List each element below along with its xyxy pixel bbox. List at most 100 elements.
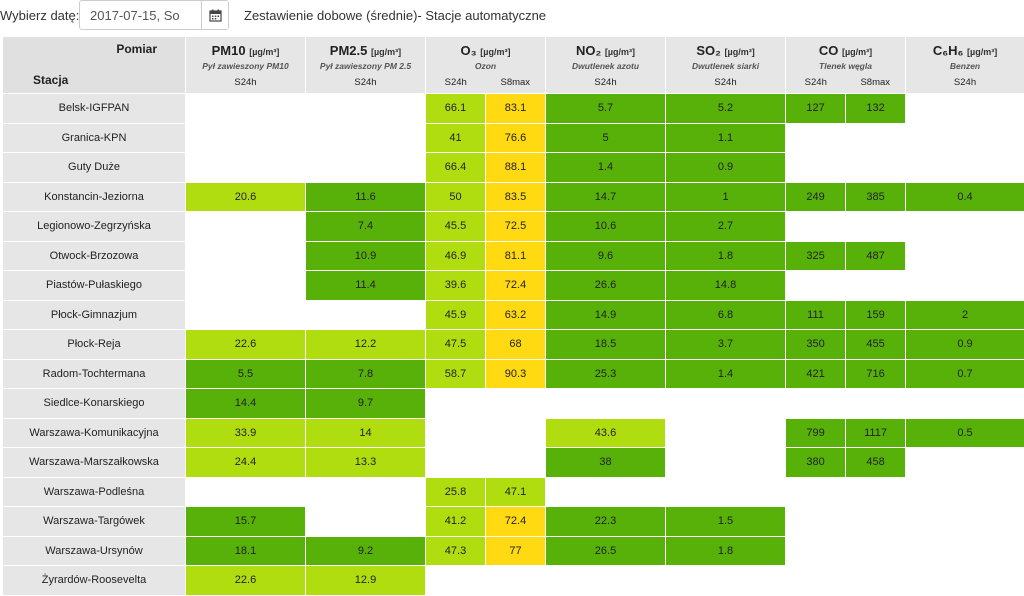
pollutant-desc: Ozon	[426, 61, 545, 71]
value-cell	[666, 448, 786, 478]
top-bar: Wybierz datę: Zestawienie dobowe (średni…	[0, 0, 1024, 32]
calendar-icon	[209, 9, 222, 22]
pollutant-unit: [µg/m³]	[967, 47, 997, 57]
pollutant-unit: [µg/m³]	[605, 47, 635, 57]
stat-label: S24h	[186, 77, 305, 88]
station-name: Otwock-Brzozowa	[3, 241, 186, 271]
date-label: Wybierz datę:	[0, 8, 79, 23]
stat-label: S8max	[846, 77, 906, 88]
value-cell: 72.4	[486, 271, 546, 301]
value-cell: 22.3	[546, 507, 666, 537]
value-cell: 50	[426, 182, 486, 212]
value-cell	[306, 153, 426, 183]
value-cell	[426, 389, 486, 419]
value-cell	[186, 123, 306, 153]
value-cell	[186, 477, 306, 507]
value-cell	[846, 123, 906, 153]
station-name: Guty Duże	[3, 153, 186, 183]
value-cell	[786, 271, 846, 301]
value-cell: 68	[486, 330, 546, 360]
date-input[interactable]	[80, 1, 201, 29]
value-cell: 14.7	[546, 182, 666, 212]
value-cell: 22.6	[186, 566, 306, 596]
station-name: Piastów-Pułaskiego	[3, 271, 186, 301]
value-cell	[666, 418, 786, 448]
value-cell: 43.6	[546, 418, 666, 448]
value-cell: 421	[786, 359, 846, 389]
value-cell	[906, 389, 1024, 419]
value-cell: 0.7	[906, 359, 1024, 389]
value-cell: 350	[786, 330, 846, 360]
value-cell: 132	[846, 94, 906, 124]
value-cell	[306, 300, 426, 330]
value-cell: 47.3	[426, 536, 486, 566]
value-cell: 5.5	[186, 359, 306, 389]
value-cell: 716	[846, 359, 906, 389]
value-cell: 7.4	[306, 212, 426, 242]
station-header: Stacja	[33, 73, 68, 87]
value-cell: 0.5	[906, 418, 1024, 448]
value-cell: 45.9	[426, 300, 486, 330]
pollutant-unit: [µg/m³]	[842, 47, 872, 57]
value-cell	[186, 300, 306, 330]
value-cell	[486, 566, 546, 596]
value-cell: 5.2	[666, 94, 786, 124]
value-cell: 63.2	[486, 300, 546, 330]
value-cell: 18.5	[546, 330, 666, 360]
calendar-button[interactable]	[201, 1, 228, 29]
station-name: Płock-Gimnazjum	[3, 300, 186, 330]
value-cell	[906, 448, 1024, 478]
stat-label: S24h	[906, 77, 1024, 88]
value-cell: 487	[846, 241, 906, 271]
pollutant-unit: [µg/m³]	[480, 47, 510, 57]
value-cell: 66.4	[426, 153, 486, 183]
value-cell	[426, 448, 486, 478]
date-picker[interactable]	[79, 0, 229, 30]
value-cell: 14	[306, 418, 426, 448]
value-cell: 1.5	[666, 507, 786, 537]
value-cell	[906, 507, 1024, 537]
value-cell: 14.8	[666, 271, 786, 301]
value-cell: 1.4	[666, 359, 786, 389]
value-cell	[906, 153, 1024, 183]
value-cell	[306, 94, 426, 124]
value-cell	[906, 123, 1024, 153]
value-cell: 799	[786, 418, 846, 448]
value-cell: 66.1	[426, 94, 486, 124]
value-cell: 11.6	[306, 182, 426, 212]
value-cell: 1.1	[666, 123, 786, 153]
pollutant-name: NO₂ [µg/m³]	[546, 43, 665, 58]
value-cell: 90.3	[486, 359, 546, 389]
value-cell: 455	[846, 330, 906, 360]
pollutant-name: C₆H₆ [µg/m³]	[906, 43, 1024, 58]
value-cell: 12.2	[306, 330, 426, 360]
pollutant-unit: [µg/m³]	[725, 47, 755, 57]
pollutant-desc: Tlenek węgla	[786, 61, 905, 71]
value-cell	[786, 566, 846, 596]
value-cell: 325	[786, 241, 846, 271]
value-cell: 458	[846, 448, 906, 478]
value-cell	[846, 477, 906, 507]
value-cell	[846, 536, 906, 566]
value-cell: 10.9	[306, 241, 426, 271]
value-cell	[846, 566, 906, 596]
value-cell: 0.4	[906, 182, 1024, 212]
measurements-table: Pomiar Stacja PM10 [µg/m³]Pył zawieszony…	[2, 36, 1024, 596]
value-cell: 159	[846, 300, 906, 330]
value-cell	[906, 536, 1024, 566]
value-cell	[186, 94, 306, 124]
value-cell: 1.8	[666, 241, 786, 271]
value-cell: 9.2	[306, 536, 426, 566]
value-cell	[906, 566, 1024, 596]
value-cell	[906, 94, 1024, 124]
value-cell: 83.5	[486, 182, 546, 212]
value-cell: 46.9	[426, 241, 486, 271]
pollutant-desc: Dwutlenek siarki	[666, 61, 785, 71]
